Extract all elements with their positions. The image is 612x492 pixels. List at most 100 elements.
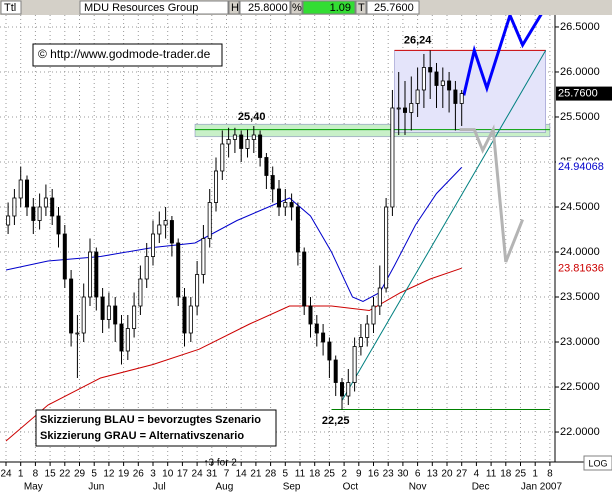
candle-body <box>346 382 351 397</box>
header: Ttl MDU Resources Group H 25.8000 % 1.09… <box>0 0 612 15</box>
last-label: T <box>358 2 365 14</box>
candle-body <box>232 134 237 140</box>
x-tick-label: 28 <box>265 469 277 480</box>
y-tick-label: 24.5000 <box>560 201 600 213</box>
candle-body <box>447 80 452 91</box>
candle-body <box>113 305 118 325</box>
x-tick-label: 23 <box>383 469 395 480</box>
y-tick-label: 25.5000 <box>560 111 600 123</box>
candle-body <box>100 296 105 320</box>
candle-body <box>94 251 99 298</box>
candle-body <box>31 206 36 221</box>
log-button[interactable] <box>583 455 612 471</box>
candle-body <box>157 224 162 235</box>
candle-body <box>434 71 439 86</box>
candle-body <box>18 179 23 199</box>
x-tick-label: 13 <box>427 469 439 480</box>
candle-body <box>12 197 17 217</box>
annotation: 26,24 <box>404 34 432 46</box>
candle-body <box>415 89 420 104</box>
x-tick-label: 24 <box>0 469 12 480</box>
candle-body <box>69 278 74 334</box>
month-label: Oct <box>343 482 359 492</box>
candle-body <box>239 134 244 149</box>
x-tick-label: 18 <box>309 469 321 480</box>
x-tick-label: 26 <box>133 469 145 480</box>
y-tick-label: 26.0000 <box>560 66 600 78</box>
x-tick-label: 2 <box>341 469 347 480</box>
x-tick-label: 14 <box>236 469 248 480</box>
candle-body <box>440 80 445 86</box>
x-tick-label: 30 <box>397 469 409 480</box>
x-tick-label: 12 <box>103 469 115 480</box>
candle-body <box>182 296 187 334</box>
annotation: 25,40 <box>238 111 266 123</box>
candle-body <box>245 139 250 149</box>
x-tick-label: 9 <box>356 469 362 480</box>
candle-body <box>327 341 332 361</box>
x-tick-label: 17 <box>177 469 189 480</box>
candle-body <box>125 328 130 352</box>
candle-body <box>258 134 263 158</box>
candle-body <box>390 107 395 208</box>
x-tick-label: 5 <box>91 469 97 480</box>
symbol-box <box>0 0 22 15</box>
candle-body <box>214 170 219 203</box>
pct-label-box <box>290 0 303 15</box>
x-tick-label: 7 <box>224 469 230 480</box>
symbol: Ttl <box>4 2 16 14</box>
price-label: 25.7600 <box>558 87 598 99</box>
candle-body <box>62 233 67 280</box>
candle-body <box>402 107 407 113</box>
month-label: Jan 2007 <box>521 482 563 492</box>
candle-body <box>333 359 338 383</box>
y-tick-label: 24.0000 <box>560 246 600 258</box>
candle-body <box>220 143 225 172</box>
candle-body <box>195 274 200 307</box>
candle-body <box>188 305 193 334</box>
split-marker: ↑3 for 2 <box>204 458 238 469</box>
price-label-box <box>556 160 612 175</box>
candle-body <box>314 323 319 334</box>
y-tick-label: 22.5000 <box>560 381 600 393</box>
high-label-box <box>228 0 240 15</box>
month-label: Nov <box>409 482 427 492</box>
candle-body <box>81 296 86 334</box>
candle-body <box>371 305 376 325</box>
candle-body <box>321 332 326 343</box>
candle-body <box>421 67 426 91</box>
x-tick-label: 1 <box>532 469 538 480</box>
change-value: 1.09 <box>330 2 351 14</box>
candle-body <box>453 89 458 104</box>
candle-body <box>201 238 206 275</box>
x-tick-label: 11 <box>486 469 497 480</box>
candle-body <box>365 323 370 338</box>
candle-body <box>56 215 61 235</box>
change-box <box>302 0 356 15</box>
candle-body <box>384 206 389 289</box>
x-tick-label: 4 <box>474 469 480 480</box>
candle-body <box>207 202 212 239</box>
pct-label: % <box>292 2 302 14</box>
x-tick-label: 21 <box>250 469 262 480</box>
overlay-line <box>462 15 543 96</box>
x-tick-label: 6 <box>415 469 421 480</box>
candle-body <box>251 134 256 140</box>
price-label: 24.94068 <box>558 161 604 173</box>
price-label-box <box>556 261 612 276</box>
month-label: May <box>24 482 43 492</box>
x-tick-label: 20 <box>441 469 453 480</box>
x-tick-label: 31 <box>206 469 218 480</box>
x-tick-label: 8 <box>33 469 39 480</box>
last-value: 25.7600 <box>374 2 414 14</box>
y-tick-label: 23.0000 <box>560 336 600 348</box>
log-button-label[interactable]: LOG <box>588 458 607 468</box>
x-tick-label: 29 <box>74 469 86 480</box>
candle-body <box>358 337 363 347</box>
x-tick-label: 15 <box>45 469 57 480</box>
x-tick-label: 27 <box>456 469 468 480</box>
candle-body <box>377 287 382 307</box>
candle-body <box>138 278 143 307</box>
y-tick-label: 22.0000 <box>560 426 600 438</box>
candle-body <box>302 251 307 307</box>
